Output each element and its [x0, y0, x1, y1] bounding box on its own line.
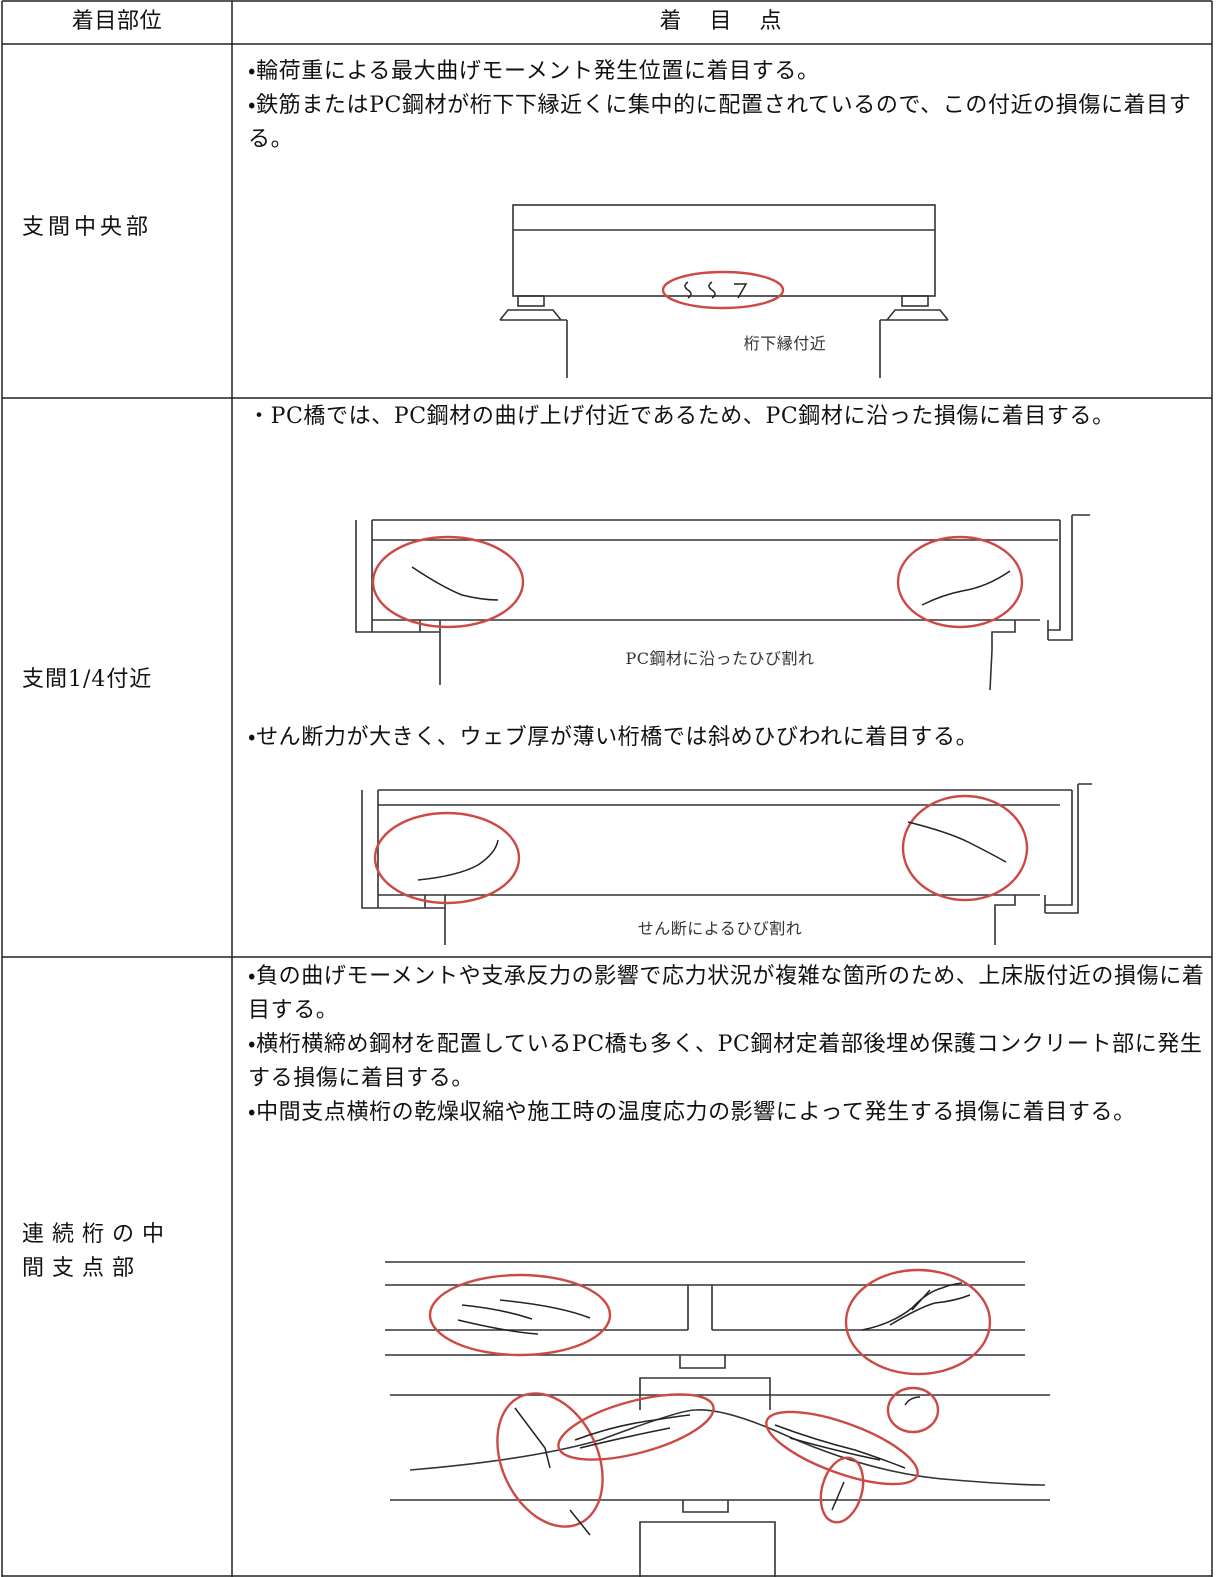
bullet: ・鉄筋またはPC鋼材が桁下下縁近くに集中的に配置されているので、この付近の損傷に… [248, 93, 1192, 152]
figure-support-web [390, 1386, 1050, 1577]
bullet: ・輪荷重による最大曲げモーメント発生位置に着目する。 [248, 59, 820, 84]
figure-label: せん断によるひび割れ [637, 919, 803, 938]
bullet: ・横桁横締め鋼材を配置しているPC橋も多く、PC鋼材定着部後埋め保護コンクリート… [248, 1032, 1203, 1091]
figure-label: PC鋼材に沿ったひび割れ [625, 649, 815, 668]
part-label: 支間1/4付近 [22, 667, 153, 692]
header-cell: 着 目 点 [659, 9, 785, 34]
figure-support-deck [385, 1261, 1025, 1410]
header-cell: 着目部位 [71, 9, 163, 34]
figure-quarter-tendon [355, 514, 1090, 691]
bullet: ・中間支点横桁の乾燥収縮や施工時の温度応力の影響によって発生する損傷に着目する。 [248, 1100, 1136, 1125]
cell-text: ・PC橋では、PC鋼材の曲げ上げ付近であるため、PC鋼材に沿った損傷に着目する。 [248, 404, 1115, 429]
figure-midspan [499, 204, 949, 378]
figure-label: 桁下縁付近 [743, 334, 827, 353]
cell-text: ・負の曲げモーメントや支承反力の影響で応力状況が複雑な箇所のため、上床版付近の損… [248, 960, 1206, 1130]
cell-text: ・輪荷重による最大曲げモーメント発生位置に着目する。 ・鉄筋またはPC鋼材が桁下… [248, 55, 1206, 157]
cell-text: ・せん断力が大きく、ウェブ厚が薄い桁橋では斜めひびわれに着目する。 [248, 725, 979, 750]
part-label: 支間中央部 [22, 215, 153, 240]
bullet: ・負の曲げモーメントや支承反力の影響で応力状況が複雑な箇所のため、上床版付近の損… [248, 964, 1205, 1023]
figure-quarter-shear [361, 783, 1092, 945]
part-label: 連続桁の中間支点部 [22, 1222, 173, 1281]
